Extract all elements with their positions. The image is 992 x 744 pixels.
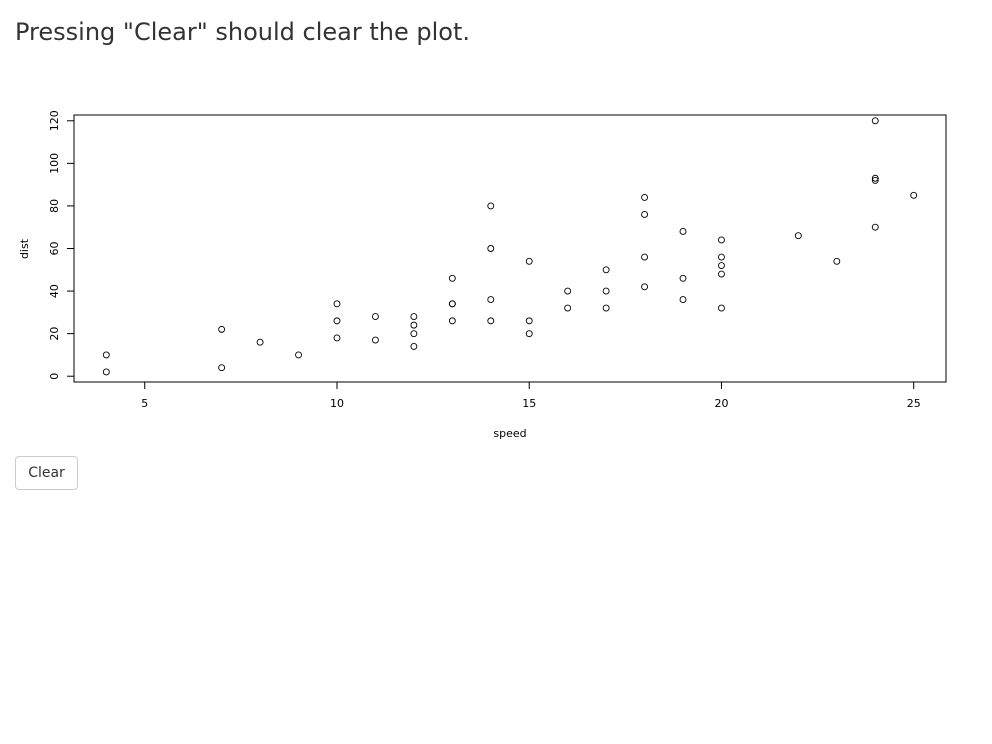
data-point (333, 300, 341, 308)
data-point (910, 191, 918, 199)
data-point (487, 296, 495, 304)
data-point (218, 364, 226, 372)
scatter-plot: 5 10 15 20 25 0 20 40 60 80 100 120 speed dist (18, 110, 947, 440)
data-point (371, 313, 379, 321)
data-point (833, 257, 841, 265)
data-point (410, 313, 418, 321)
y-axis-label: dist (18, 238, 31, 259)
data-point (718, 304, 725, 312)
data-point (641, 210, 649, 218)
data-point (564, 287, 572, 295)
data-point (718, 262, 725, 269)
data-point (564, 304, 572, 312)
x-tick-label: 5 (141, 397, 148, 410)
y-tick-label: 20 (48, 327, 61, 341)
data-point (333, 317, 341, 325)
data-point (794, 232, 802, 240)
data-point (218, 325, 226, 333)
x-tick-label: 25 (907, 397, 921, 410)
data-point (718, 253, 725, 261)
data-point (487, 202, 495, 210)
plot-box (73, 114, 947, 383)
data-point (718, 236, 725, 244)
y-tick-label: 80 (48, 199, 61, 213)
data-point (602, 287, 610, 295)
data-point (871, 117, 879, 125)
data-point (641, 283, 649, 291)
data-point (871, 176, 879, 184)
data-point (641, 193, 649, 201)
data-point (487, 245, 495, 252)
data-point (525, 330, 533, 338)
data-point (718, 270, 725, 278)
data-point (102, 351, 110, 359)
x-tick-label: 20 (714, 397, 728, 410)
x-axis-label: speed (493, 427, 526, 440)
x-tick-label: 10 (330, 397, 344, 410)
data-point (410, 330, 418, 338)
x-tick-label: 15 (522, 397, 536, 410)
y-tick-label: 60 (48, 242, 61, 256)
data-point (679, 274, 687, 282)
data-point (448, 300, 456, 308)
data-point (410, 342, 418, 350)
y-tick-label: 100 (48, 153, 61, 174)
x-axis: 5 10 15 20 25 (141, 381, 921, 410)
data-point (256, 338, 264, 346)
data-point (333, 334, 341, 342)
clear-button[interactable]: Clear (15, 456, 78, 490)
data-points (102, 117, 918, 376)
data-point (679, 296, 687, 304)
data-point (448, 317, 456, 325)
data-point (487, 317, 495, 325)
data-point (410, 321, 418, 329)
data-point (525, 257, 533, 265)
y-tick-label: 0 (48, 373, 61, 380)
data-point (641, 253, 649, 261)
data-point (371, 336, 379, 344)
y-tick-label: 40 (48, 284, 61, 298)
data-point (602, 304, 610, 312)
data-point (679, 228, 687, 235)
data-point (871, 223, 879, 231)
page-title: Pressing "Clear" should clear the plot. (15, 18, 470, 46)
data-point (871, 174, 879, 182)
data-point (602, 266, 610, 274)
y-tick-label: 120 (48, 110, 61, 131)
data-point (102, 368, 110, 376)
y-axis: 0 20 40 60 80 100 120 (48, 110, 75, 380)
data-point (448, 274, 456, 282)
data-point (295, 351, 302, 359)
data-point (525, 317, 533, 325)
